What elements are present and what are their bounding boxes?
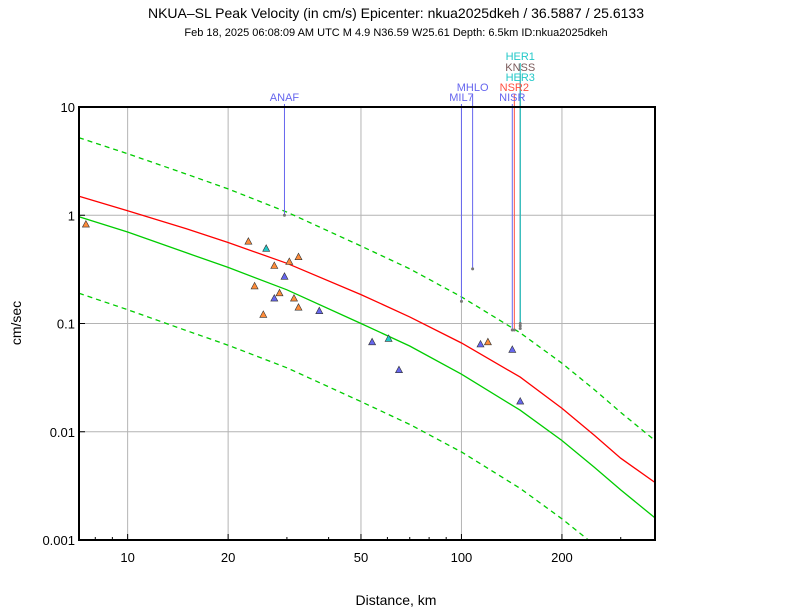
model-curves	[78, 137, 656, 541]
x-tick-label: 10	[120, 550, 134, 565]
station-label: HER1	[506, 51, 535, 63]
station-label: HER3	[506, 72, 535, 84]
chart-title: NKUA–SL Peak Velocity (in cm/s) Epicente…	[148, 5, 644, 21]
data-point	[476, 339, 485, 348]
station-marker	[512, 328, 516, 332]
data-point	[516, 396, 525, 405]
station-marker	[282, 213, 286, 217]
y-tick-label: 10	[61, 100, 75, 115]
data-point	[262, 244, 271, 252]
data-point	[368, 337, 377, 346]
y-tick-label: 0.01	[50, 425, 75, 440]
prediction-curve	[78, 195, 656, 484]
station-label: KNSS	[505, 62, 535, 74]
x-tick-label: 20	[221, 550, 235, 565]
station-marker	[518, 324, 522, 328]
y-tick-label: 0.001	[42, 533, 75, 548]
station-leader-lines	[282, 63, 522, 332]
station-label: MIL7	[449, 92, 473, 104]
bound-curve-dashed	[78, 292, 589, 541]
station-label: ANAF	[270, 92, 300, 104]
data-point	[384, 334, 393, 342]
data-point	[289, 293, 299, 302]
data-point	[280, 272, 289, 280]
station-marker	[471, 267, 475, 271]
data-point	[259, 310, 268, 318]
station-marker	[518, 326, 522, 330]
x-tick-label: 200	[551, 550, 573, 565]
x-tick-label: 100	[451, 550, 473, 565]
data-point	[315, 306, 324, 315]
data-point	[275, 288, 284, 297]
data-point	[250, 281, 259, 290]
data-point	[285, 257, 294, 265]
data-point	[508, 345, 517, 353]
station-marker	[459, 299, 463, 303]
data-points	[81, 219, 525, 405]
bound-curve-dashed	[78, 137, 656, 442]
station-label: NISR	[499, 92, 525, 104]
data-point	[294, 303, 303, 311]
data-point	[270, 261, 279, 269]
station-marker	[518, 322, 522, 325]
station-label: MHLO	[457, 82, 489, 94]
x-tick-label: 50	[354, 550, 368, 565]
data-point	[81, 219, 90, 228]
y-tick-label: 1	[68, 208, 75, 223]
axis-ticks: 10 20 50 100 200 0.001 0.01 0.1 1 10	[42, 100, 622, 565]
data-point	[483, 337, 492, 346]
data-point	[294, 252, 303, 261]
data-point	[270, 293, 279, 302]
chart-subtitle: Feb 18, 2025 06:08:09 AM UTC M 4.9 N36.5…	[184, 27, 607, 39]
x-axis-label: Distance, km	[356, 592, 437, 608]
y-tick-label: 0.1	[57, 317, 75, 332]
data-point	[244, 237, 253, 245]
station-label: NSR2	[500, 82, 529, 94]
prediction-curve	[78, 216, 656, 519]
data-point	[394, 365, 404, 374]
y-axis-label: cm/sec	[8, 301, 24, 345]
